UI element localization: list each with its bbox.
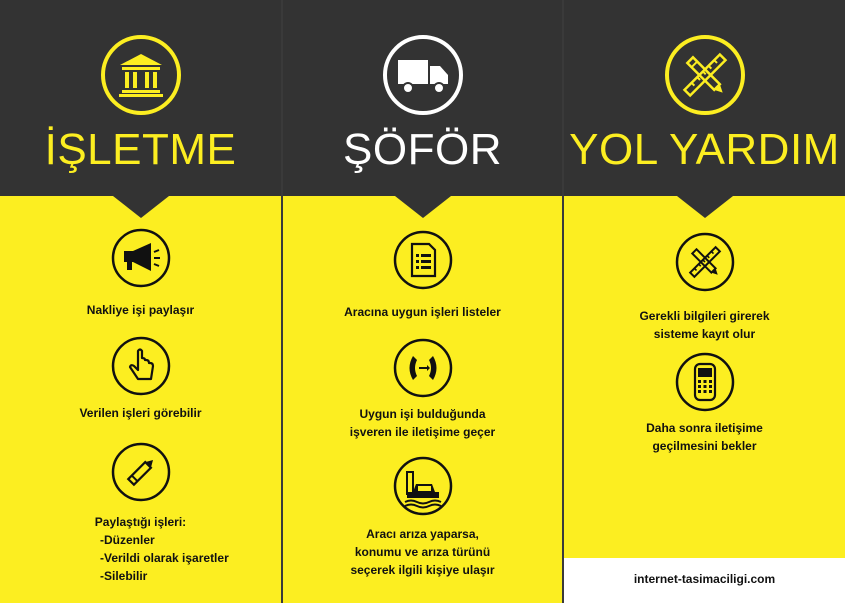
pencil-ruler-icon [664, 35, 745, 115]
item-text: Aracı arıza yaparsa, konumu ve arıza tür… [350, 527, 495, 577]
item-text: Paylaştığı işleri: [94, 515, 187, 529]
column-divider [281, 0, 283, 603]
truck-icon [382, 35, 463, 115]
bank-icon [100, 35, 181, 115]
mobile-phone-icon [675, 352, 734, 412]
list-item: -Verildi olarak işaretler [100, 551, 229, 565]
item-text: Uygun işi bulduğunda işveren ile iletişi… [349, 407, 496, 439]
item-text: Daha sonra iletişime geçilmesini bekler [646, 421, 763, 453]
item-text: Verilen işleri görebilir [79, 406, 202, 420]
pencil-ruler-icon [675, 232, 734, 292]
pointer-hand-icon [111, 336, 170, 396]
tow-truck-icon [393, 456, 452, 516]
document-list-icon [393, 230, 452, 290]
column-title: İŞLETME [44, 125, 237, 174]
website-footer[interactable]: internet-tasimaciligi.com [564, 558, 845, 603]
header-pointer [112, 196, 169, 218]
header-pointer [394, 196, 451, 218]
header-pointer [676, 196, 733, 218]
column-header: ŞÖFÖR [283, 0, 562, 196]
phone-call-icon [393, 338, 452, 398]
column-isletme: İŞLETME Nakliye işi paylaşır Verilen işl… [0, 0, 281, 603]
list-item: -Silebilir [100, 569, 148, 583]
edit-options-list: -Düzenler -Verildi olarak işaretler -Sil… [100, 531, 229, 585]
item-text: Aracına uygun işleri listeler [344, 305, 501, 319]
column-title: ŞÖFÖR [343, 125, 502, 174]
item-text: Gerekli bilgileri girerek sisteme kayıt … [639, 309, 770, 341]
column-header: YOL YARDIM [564, 0, 845, 196]
item-text: Nakliye işi paylaşır [86, 303, 195, 317]
column-title: YOL YARDIM [569, 125, 840, 174]
column-header: İŞLETME [0, 0, 281, 196]
megaphone-icon [111, 228, 170, 288]
column-yol-yardim: YOL YARDIM Gerekli bilgileri girerek sis… [564, 0, 845, 603]
pencil-icon [111, 442, 170, 502]
list-item: -Düzenler [100, 533, 155, 547]
column-divider [562, 0, 564, 603]
column-sofor: ŞÖFÖR Aracına uygun işleri listeler Uygu… [283, 0, 562, 603]
